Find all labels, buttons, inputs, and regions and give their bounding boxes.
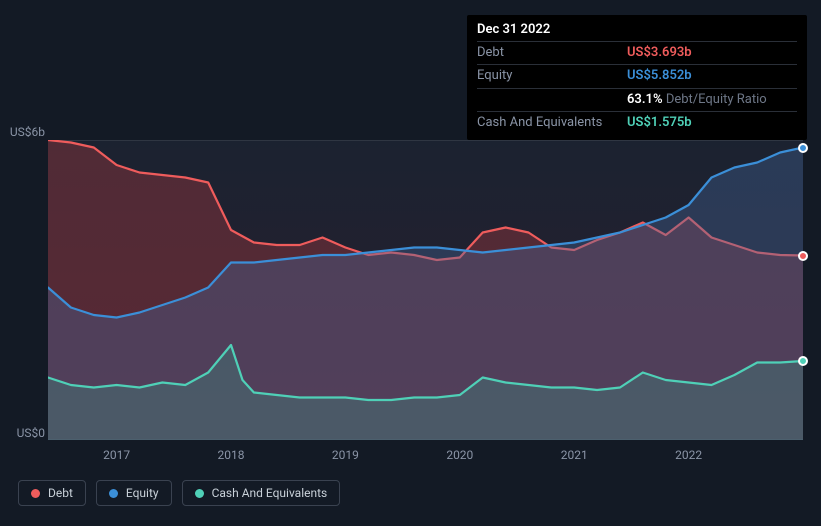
- tooltip-value: US$3.693b: [627, 44, 692, 62]
- tooltip-row-equity: Equity US$5.852b: [477, 64, 797, 87]
- tooltip-value: US$1.575b: [627, 114, 692, 132]
- xtick: 2019: [332, 448, 359, 462]
- legend-label: Debt: [48, 486, 73, 500]
- legend-item-debt[interactable]: Debt: [18, 480, 86, 506]
- legend-swatch: [109, 489, 118, 498]
- xtick: 2021: [561, 448, 588, 462]
- tooltip-date: Dec 31 2022: [477, 21, 797, 41]
- legend-item-cash[interactable]: Cash And Equivalents: [182, 480, 341, 506]
- xtick: 2020: [446, 448, 473, 462]
- legend-swatch: [195, 489, 204, 498]
- legend-swatch: [31, 489, 40, 498]
- tooltip-label: Debt: [477, 44, 627, 62]
- tooltip-row-ratio: 63.1% Debt/Equity Ratio: [477, 88, 797, 111]
- tooltip-value: 63.1%: [627, 92, 663, 107]
- legend-label: Cash And Equivalents: [212, 486, 328, 500]
- tooltip-panel: Dec 31 2022 Debt US$3.693b Equity US$5.8…: [467, 15, 807, 140]
- legend-label: Equity: [126, 486, 159, 500]
- legend-item-equity[interactable]: Equity: [96, 480, 172, 506]
- legend: Debt Equity Cash And Equivalents: [18, 480, 340, 506]
- tooltip-label: Cash And Equivalents: [477, 114, 627, 132]
- xaxis: 2017 2018 2019 2020 2021 2022: [48, 448, 803, 468]
- plot[interactable]: [48, 140, 803, 440]
- tooltip-label: [477, 91, 627, 109]
- xtick: 2018: [218, 448, 245, 462]
- tooltip-extra: Debt/Equity Ratio: [666, 92, 767, 107]
- tooltip-label: Equity: [477, 67, 627, 85]
- chart-svg: [48, 140, 803, 440]
- series-endpoint: [798, 143, 808, 153]
- tooltip-row-debt: Debt US$3.693b: [477, 41, 797, 64]
- ytick-max: US$6b: [10, 125, 45, 139]
- xtick: 2017: [103, 448, 130, 462]
- xtick: 2022: [675, 448, 702, 462]
- chart-area[interactable]: [18, 140, 803, 440]
- series-endpoint: [798, 356, 808, 366]
- tooltip-value: US$5.852b: [627, 67, 692, 85]
- tooltip-row-cash: Cash And Equivalents US$1.575b: [477, 111, 797, 134]
- series-endpoint: [798, 251, 808, 261]
